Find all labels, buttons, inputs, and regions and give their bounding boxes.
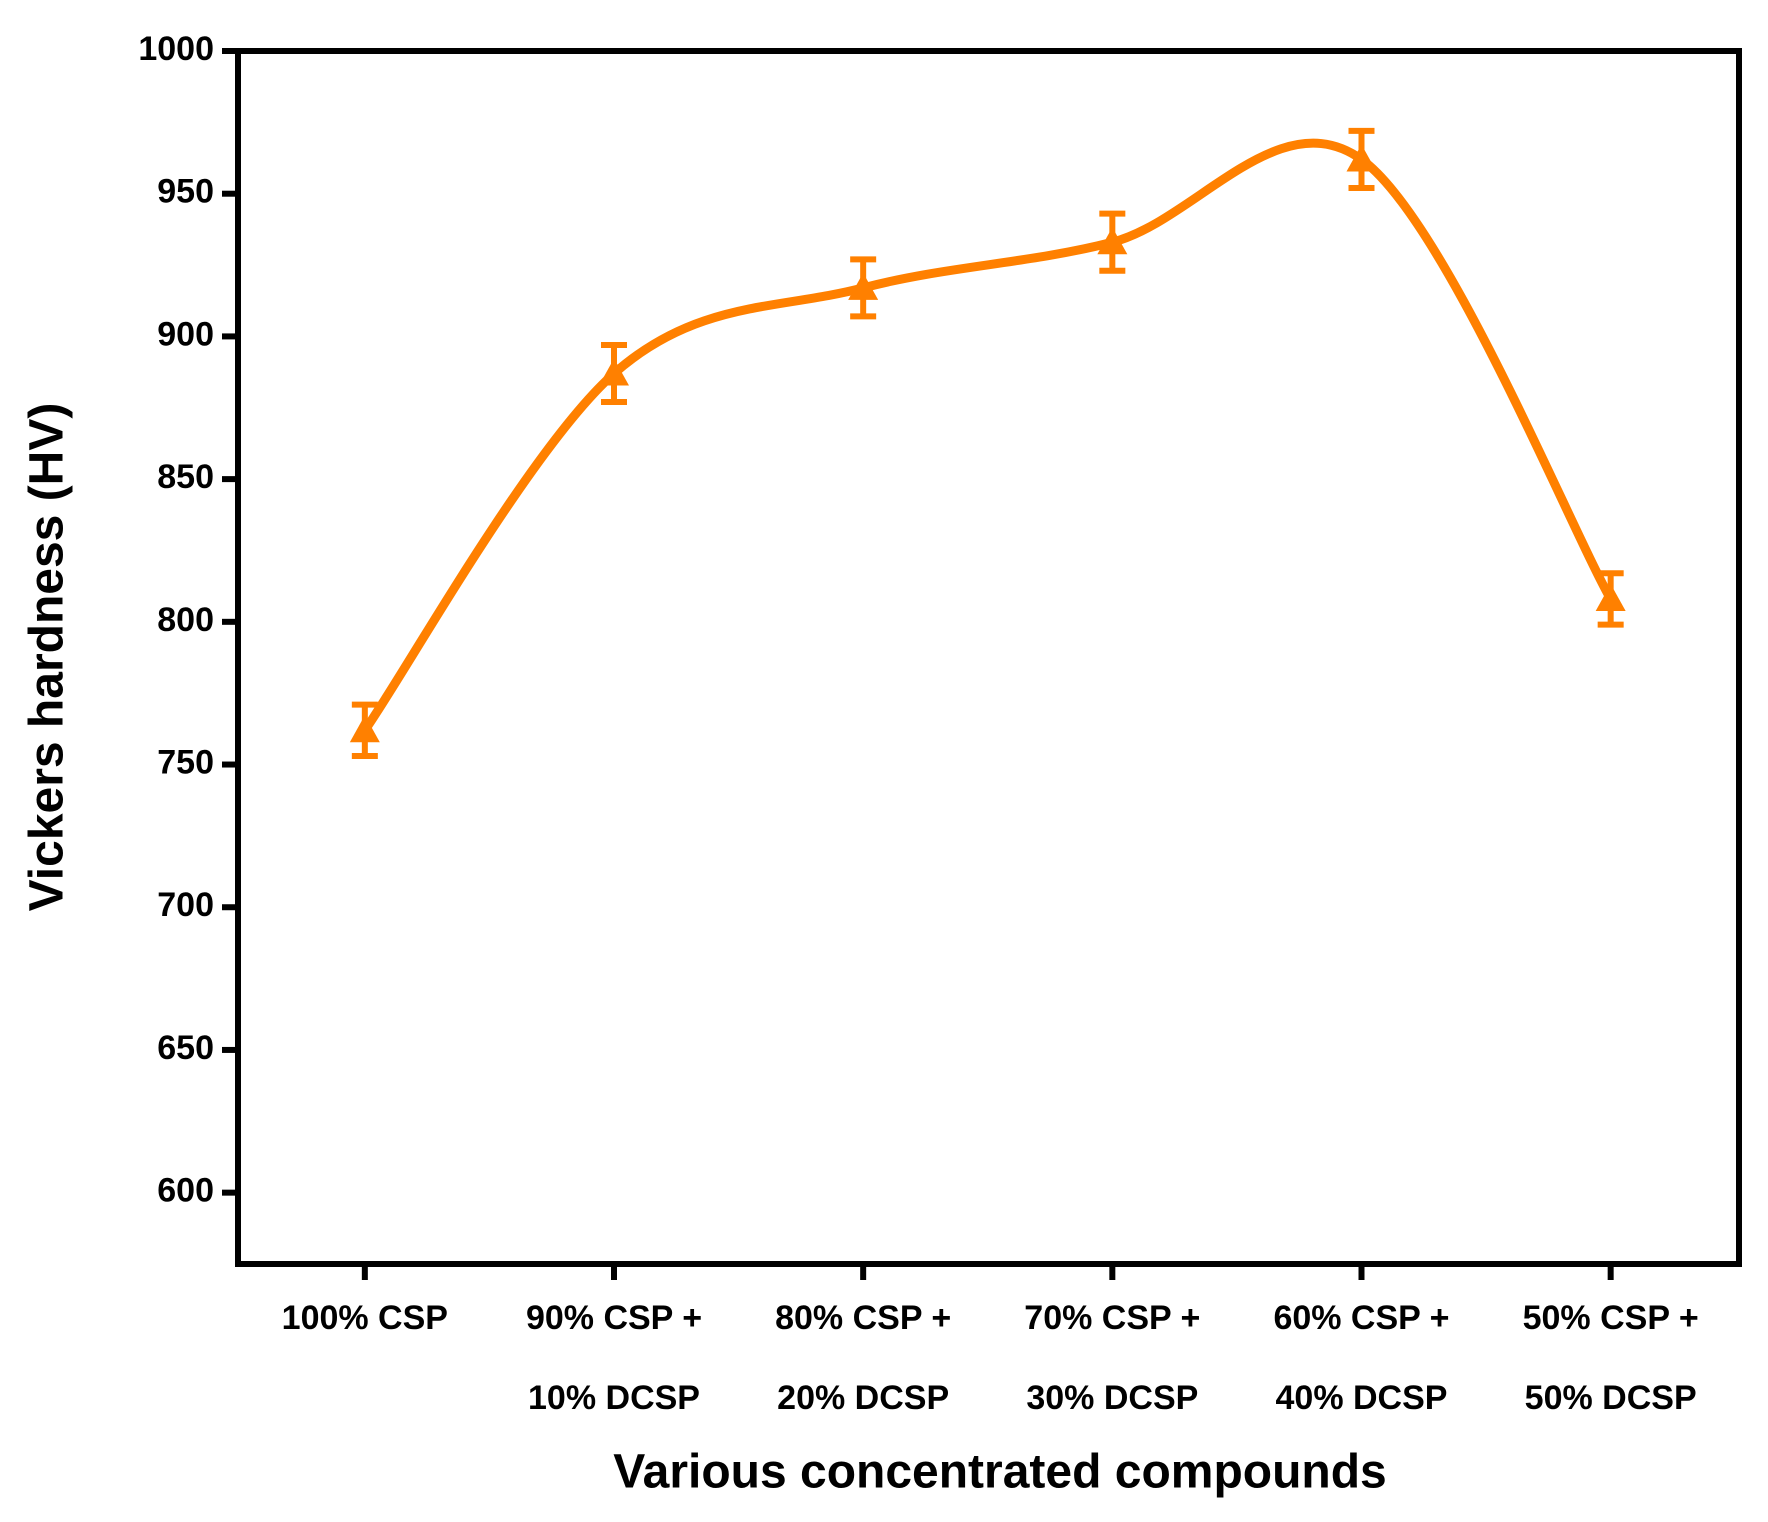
x-tick-label: 10% DCSP xyxy=(528,1379,700,1417)
x-tick-label: 40% DCSP xyxy=(1276,1379,1448,1417)
y-tick-label: 1000 xyxy=(138,30,214,68)
x-axis-title: Various concentrated compounds xyxy=(613,1446,1386,1499)
y-tick-label: 700 xyxy=(157,886,214,924)
x-tick-label: 60% CSP + xyxy=(1273,1299,1449,1337)
y-tick-label: 800 xyxy=(157,601,214,639)
x-tick-label: 20% DCSP xyxy=(777,1379,949,1417)
x-tick-label: 50% CSP + xyxy=(1523,1299,1699,1337)
y-tick-label: 750 xyxy=(157,744,214,782)
marker xyxy=(1097,227,1128,255)
x-tick-label: 80% CSP + xyxy=(775,1299,951,1337)
plot-frame xyxy=(235,48,1742,1267)
x-tick-label: 90% CSP + xyxy=(526,1299,702,1337)
y-tick-label: 600 xyxy=(157,1172,214,1210)
y-axis-title: Vickers hardness (HV) xyxy=(21,403,74,912)
x-tick-label: 100% CSP xyxy=(282,1299,448,1337)
x-tick-label: 70% CSP + xyxy=(1024,1299,1200,1337)
y-tick-label: 950 xyxy=(157,173,214,211)
marker xyxy=(599,358,630,386)
y-tick-label: 850 xyxy=(157,458,214,496)
y-tick-label: 650 xyxy=(157,1029,214,1067)
y-tick-label: 900 xyxy=(157,315,214,353)
x-tick-label: 50% DCSP xyxy=(1525,1379,1697,1417)
line xyxy=(361,138,1615,733)
marker xyxy=(1595,583,1626,611)
x-tick-label: 30% DCSP xyxy=(1026,1379,1198,1417)
marker xyxy=(349,715,380,743)
marker xyxy=(1346,144,1377,172)
marker xyxy=(848,272,879,300)
